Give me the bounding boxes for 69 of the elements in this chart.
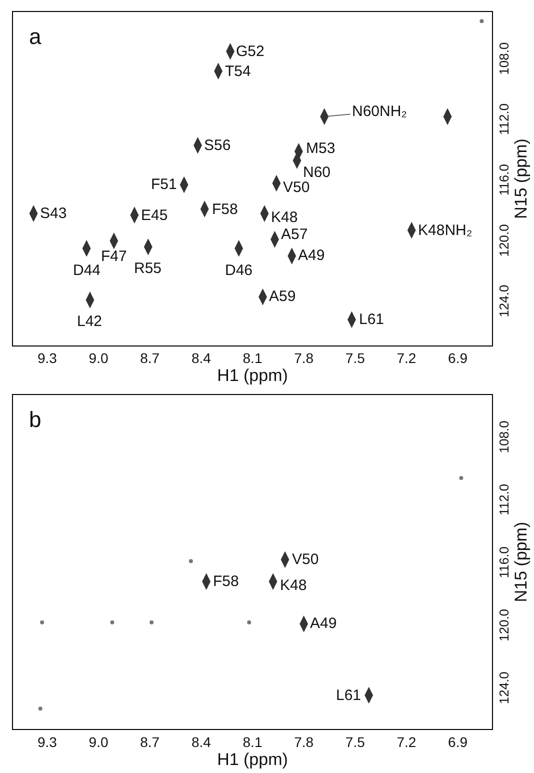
x-tick-label: 8.1: [242, 734, 262, 750]
annotation: V50: [292, 551, 319, 568]
x-tick-label: 7.5: [345, 350, 366, 366]
annotation: L61: [359, 311, 384, 328]
x-tick-label: 8.7: [140, 350, 160, 366]
annotation: F58: [212, 201, 238, 218]
annotation: S56: [204, 137, 231, 154]
annotation: F47: [101, 248, 127, 265]
annotation: A49: [298, 247, 325, 264]
y-tick-label: 116.0: [496, 546, 512, 578]
y-tick-label: 112.0: [496, 484, 512, 516]
annotation: K48NH₂: [418, 222, 472, 239]
point: [150, 620, 154, 624]
y-axis-title: N15 (ppm): [512, 522, 531, 602]
y-tick-label: 124.0: [496, 284, 512, 318]
x-tick-label: 8.7: [140, 734, 160, 750]
annotation: L61: [336, 687, 362, 704]
text: a: [29, 24, 42, 49]
annotation: N60: [303, 164, 331, 181]
annotation: N60NH₂: [352, 103, 408, 120]
y-tick-label: 108.0: [496, 42, 512, 75]
annotation: R55: [134, 260, 162, 277]
annotation: S43: [40, 205, 67, 222]
y-tick-label: 120.0: [496, 608, 512, 642]
annotation: D46: [225, 262, 253, 279]
annotation: D44: [73, 262, 101, 279]
annotation: L42: [77, 313, 102, 330]
annotation: V50: [283, 179, 310, 196]
y-tick-label: 124.0: [496, 672, 512, 704]
annotation: G52: [236, 43, 264, 60]
x-tick-label: 7.8: [294, 350, 314, 366]
annotation: A57: [281, 226, 308, 243]
x-tick-label: 7.2: [396, 734, 416, 750]
x-tick-label: 8.1: [242, 350, 262, 366]
point: [38, 706, 42, 711]
annotation: K48: [280, 577, 307, 594]
annotation: T54: [225, 63, 251, 80]
x-tick-label: 6.9: [448, 350, 468, 366]
point: [188, 559, 193, 564]
point: [247, 620, 252, 624]
annotation: K48: [271, 209, 298, 226]
y-tick-label: 112.0: [496, 103, 512, 135]
annotation: F58: [213, 573, 239, 590]
y-tick-label: 108.0: [496, 420, 512, 454]
annotation: M53: [306, 140, 336, 157]
x-tick-label: 9.3: [37, 734, 58, 750]
annotation: A49: [310, 615, 337, 632]
x-tick-label: 7.5: [345, 734, 366, 750]
point: [40, 620, 44, 624]
x-tick-label: 9.0: [88, 350, 108, 366]
point: [480, 19, 484, 24]
x-tick-label: 7.2: [396, 350, 416, 366]
text: b: [29, 407, 42, 432]
x-tick-label: 9.3: [37, 350, 58, 366]
annotation: A59: [269, 288, 296, 305]
x-axis-title: H1 (ppm): [217, 366, 288, 386]
y-axis-title: N15 (ppm): [512, 138, 531, 219]
y-tick-label: 116.0: [496, 164, 512, 196]
x-axis-title: H1 (ppm): [217, 750, 288, 769]
x-tick-label: 8.4: [191, 734, 212, 750]
y-tick-label: 120.0: [496, 224, 512, 257]
x-tick-label: 7.8: [294, 734, 314, 750]
x-tick-label: 6.9: [448, 734, 468, 750]
x-tick-label: 9.0: [88, 734, 108, 750]
annotation: E45: [141, 207, 168, 224]
annotation: F51: [151, 176, 177, 193]
x-tick-label: 8.4: [191, 350, 212, 366]
point: [110, 620, 114, 624]
point: [459, 476, 464, 480]
